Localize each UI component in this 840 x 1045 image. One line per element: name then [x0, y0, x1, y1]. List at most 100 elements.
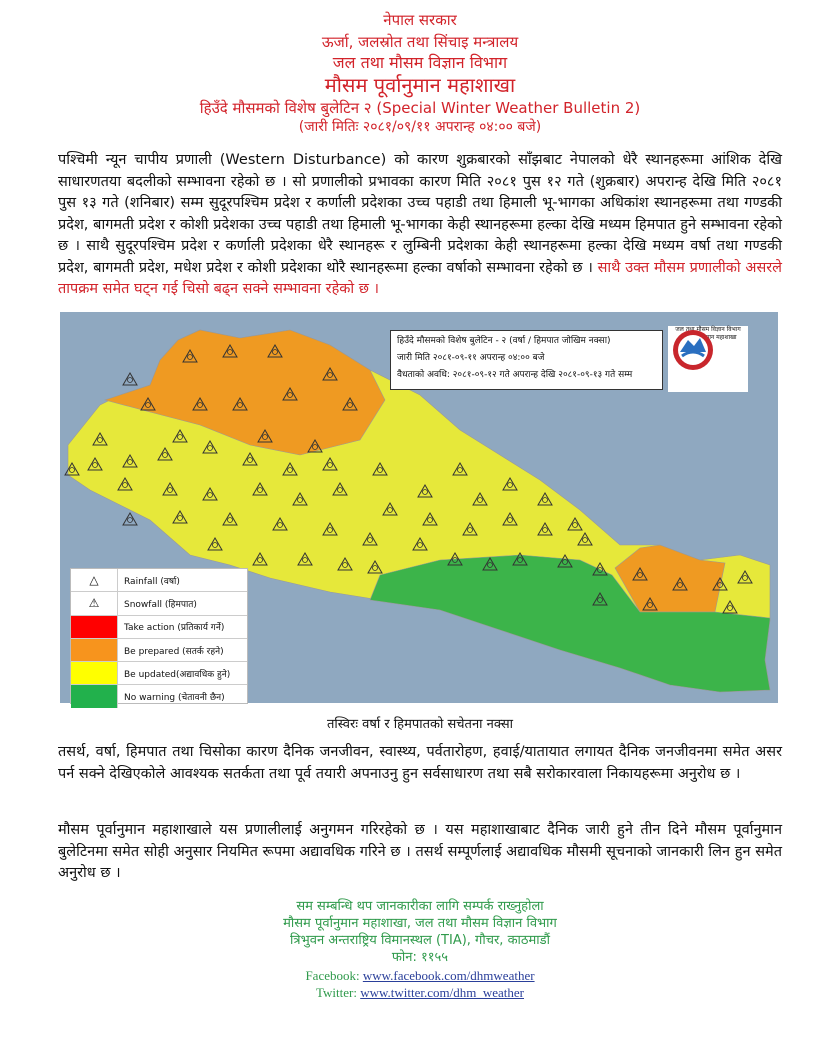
- rainfall-icon: △: [71, 569, 118, 592]
- legend-label: No warning (चेतावनी छैन): [124, 693, 225, 704]
- hazard-icon: [332, 482, 348, 496]
- division-name: मौसम पूर्वानुमान महाशाखा: [324, 73, 516, 97]
- hazard-icon: [452, 462, 468, 476]
- hazard-icon: [512, 552, 528, 566]
- hazard-icon: [577, 532, 593, 546]
- hazard-icon: [372, 462, 388, 476]
- contact-line-1: सम सम्बन्धि थप जानकारीका लागि सम्पर्क रा…: [296, 899, 544, 914]
- twitter-label: Twitter:: [315, 985, 361, 1000]
- hazard-icon: [567, 517, 583, 531]
- legend-take-action: Take action (प्रतिकार्य गर्ने): [71, 615, 247, 639]
- dhm-logo: जल तथा मौसम विज्ञान विभाग मौसम पूर्वानुम…: [668, 326, 748, 392]
- hazard-icon: [222, 512, 238, 526]
- hazard-icon: [122, 454, 138, 468]
- map-legend: △ Rainfall (वर्षा) ⚠ Snowfall (हिमपात) Tak…: [70, 568, 248, 708]
- map-info-box: हिउँदे मौसमको विशेष बुलेटिन - २ (वर्षा /…: [390, 330, 663, 390]
- hazard-icon: [207, 537, 223, 551]
- twitter-link[interactable]: www.twitter.com/dhm_weather: [360, 985, 524, 1000]
- paragraph-1-text: पश्चिमी न्यून चापीय प्रणाली (Western Dis…: [58, 152, 782, 276]
- hazard-icon: [482, 557, 498, 571]
- hazard-icon: [282, 387, 298, 401]
- hazard-icon: [297, 552, 313, 566]
- map-info-validity: वैधताको अवधि: २०८१-०९-१२ गते अपरान्ह देख…: [397, 370, 633, 380]
- hazard-icon: [267, 344, 283, 358]
- logo-text-1: जल तथा मौसम विज्ञान विभाग: [675, 326, 741, 333]
- hazard-icon: [140, 397, 156, 411]
- hazard-icon: [472, 492, 488, 506]
- paragraph-1: पश्चिमी न्यून चापीय प्रणाली (Western Dis…: [58, 150, 782, 301]
- paragraph-1-highlight: साथै उक्त मौसम प्रणालीको असरले तापक्रम स…: [58, 259, 783, 298]
- hazard-icon: [422, 512, 438, 526]
- hazard-icon: [322, 367, 338, 381]
- legend-rainfall: △ Rainfall (वर्षा): [71, 569, 247, 593]
- legend-snowfall: ⚠ Snowfall (हिमपात): [71, 592, 247, 616]
- hazard-icon: [417, 484, 433, 498]
- hazard-icon: [157, 447, 173, 461]
- hazard-icon: [64, 462, 80, 476]
- hazard-icon: [222, 344, 238, 358]
- hazard-icon: [672, 577, 688, 591]
- color-swatch-orange: [71, 638, 118, 662]
- hazard-icon: [382, 502, 398, 516]
- region-orange-west: [103, 329, 386, 456]
- hazard-icon: [322, 457, 338, 471]
- facebook-label: Facebook:: [305, 968, 363, 983]
- nepal-map: [64, 329, 771, 693]
- facebook-link[interactable]: www.facebook.com/dhmweather: [362, 968, 535, 983]
- hazard-icon: [322, 522, 338, 536]
- hazard-icon: [412, 537, 428, 551]
- legend-be-updated: Be updated(अद्यावधिक हुने): [71, 662, 247, 686]
- hazard-icon: [462, 522, 478, 536]
- map-info-issue: जारी मिति २०८१-०९-११ अपरान्ह ०४:०० बजे: [397, 353, 545, 363]
- hazard-icon: [122, 372, 138, 386]
- issue-date: (जारी मितिः २०८१/०९/११ अपरान्ह ०४:०० बजे…: [298, 119, 542, 135]
- paragraph-3: मौसम पूर्वानुमान महाशाखाले यस प्रणालीलाई…: [58, 822, 782, 881]
- contact-line-3: त्रिभुवन अन्तराष्ट्रिय विमानस्थल (TIA), …: [290, 933, 550, 948]
- contact-block: सम सम्बन्धि थप जानकारीका लागि सम्पर्क रा…: [0, 898, 840, 966]
- warning-map: हिउँदे मौसमको विशेष बुलेटिन - २ (वर्षा /…: [60, 312, 778, 708]
- hazard-icon: [257, 429, 273, 443]
- hazard-icon: [737, 570, 753, 584]
- hazard-icon: [182, 349, 198, 363]
- legend-label: Be updated(अद्यावधिक हुने): [124, 669, 231, 680]
- contact-phone: फोन: ११५५: [391, 950, 449, 965]
- hazard-icon: [172, 510, 188, 524]
- legend-label: Take action (प्रतिकार्य गर्ने): [124, 623, 225, 634]
- hazard-icon: [337, 557, 353, 571]
- legend-be-prepared: Be prepared (सतर्क रहने): [71, 638, 247, 663]
- hazard-icon: [722, 600, 738, 614]
- paragraph-2: तसर्थ, वर्षा, हिमपात तथा चिसोका कारण दैन…: [58, 744, 782, 782]
- hazard-icon: [122, 512, 138, 526]
- hazard-icon: [632, 567, 648, 581]
- hazard-icon: [202, 487, 218, 501]
- twitter-line: Twitter: www.twitter.com/dhm_weather: [0, 985, 840, 1001]
- hazard-icon: [642, 597, 658, 611]
- color-swatch-red: [71, 615, 118, 638]
- hazard-icon: [592, 562, 608, 576]
- hazard-icon: [192, 397, 208, 411]
- hazard-icon: [712, 577, 728, 591]
- hazard-icon: [162, 482, 178, 496]
- legend-label: Be prepared (सतर्क रहने): [124, 646, 224, 657]
- hazard-icon: [282, 462, 298, 476]
- legend-no-warning: No warning (चेतावनी छैन): [71, 685, 247, 708]
- legend-label: Rainfall (वर्षा): [124, 576, 180, 587]
- hazard-icon: [362, 532, 378, 546]
- hazard-icon: [272, 517, 288, 531]
- hazard-icon: [117, 477, 133, 491]
- department-name: जल तथा मौसम विज्ञान विभाग: [332, 53, 508, 72]
- hazard-icon: [202, 440, 218, 454]
- hazard-icon: [342, 397, 358, 411]
- ministry-name: ऊर्जा, जलस्रोत तथा सिंचाइ मन्त्रालय: [321, 33, 519, 51]
- hazard-icon: [252, 552, 268, 566]
- hazard-icon: [92, 432, 108, 446]
- hazard-icon: [87, 457, 103, 471]
- region-green: [369, 554, 771, 693]
- hazard-icon: [172, 429, 188, 443]
- contact-line-2: मौसम पूर्वानुमान महाशाखा, जल तथा मौसम वि…: [283, 916, 557, 931]
- color-swatch-yellow: [71, 662, 118, 685]
- facebook-line: Facebook: www.facebook.com/dhmweather: [0, 968, 840, 984]
- hazard-icon: [367, 560, 383, 574]
- emblem-icon: [673, 330, 713, 370]
- hazard-icon: [537, 522, 553, 536]
